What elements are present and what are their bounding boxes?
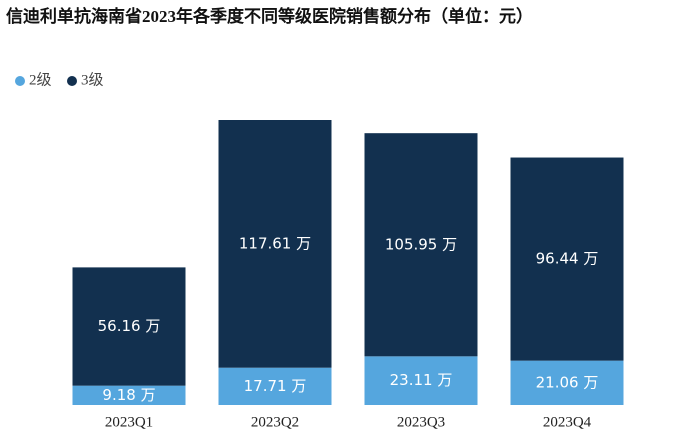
data-label: 9.18 万 <box>102 386 155 404</box>
bar-segment <box>364 356 478 405</box>
bar-segment <box>72 267 186 386</box>
x-tick-label: 2023Q1 <box>105 414 153 430</box>
data-label: 56.16 万 <box>98 317 161 335</box>
chart-title: 信迪利单抗海南省2023年各季度不同等级医院销售额分布（单位：元） <box>6 6 533 26</box>
bar-segment <box>218 367 332 405</box>
x-tick-label: 2023Q3 <box>397 414 445 430</box>
bar-segment <box>364 133 478 357</box>
data-label: 23.11 万 <box>390 371 453 389</box>
bar-segment <box>510 360 624 405</box>
bar-segment <box>72 385 186 405</box>
bar-segment <box>510 157 624 361</box>
legend-marker <box>15 76 25 86</box>
data-label: 17.71 万 <box>244 377 307 395</box>
legend-marker <box>67 76 77 86</box>
legend-label: 3级 <box>81 71 104 88</box>
data-label: 21.06 万 <box>536 373 599 391</box>
x-tick-label: 2023Q4 <box>543 414 592 430</box>
data-label: 96.44 万 <box>536 250 599 268</box>
data-label: 105.95 万 <box>385 235 457 253</box>
bar-segment <box>218 120 332 368</box>
data-label: 117.61 万 <box>239 234 311 252</box>
x-tick-label: 2023Q2 <box>251 414 299 430</box>
legend-label: 2级 <box>29 71 52 88</box>
